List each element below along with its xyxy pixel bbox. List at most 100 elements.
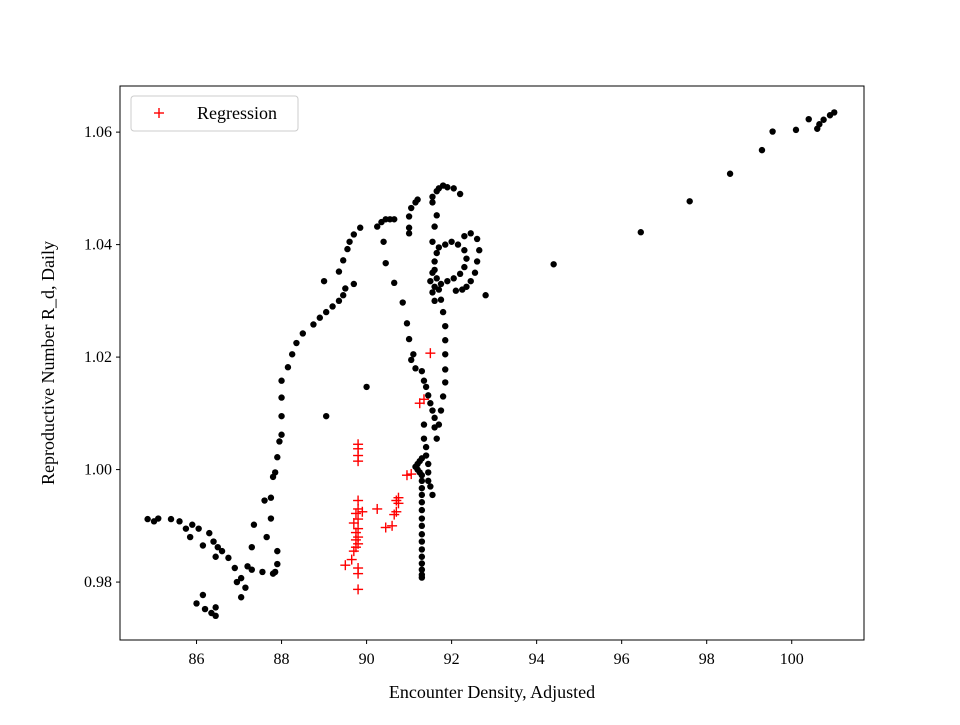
data-point — [418, 506, 426, 514]
data-point — [271, 568, 279, 576]
data-point — [427, 277, 434, 285]
data-point — [382, 259, 389, 267]
data-point — [374, 223, 381, 230]
data-point — [726, 170, 734, 177]
data-point — [176, 518, 183, 525]
data-point — [186, 533, 194, 541]
data-point — [293, 339, 300, 347]
data-point — [431, 414, 438, 422]
regression-point — [353, 523, 364, 534]
data-point — [831, 109, 838, 116]
data-point — [429, 491, 436, 499]
data-point — [201, 605, 209, 613]
regression-point — [425, 348, 436, 359]
data-point — [418, 484, 426, 492]
data-point — [391, 216, 398, 223]
data-point — [278, 377, 285, 384]
data-point — [199, 591, 207, 599]
data-point — [237, 594, 245, 601]
data-point — [433, 249, 440, 257]
data-point — [350, 280, 358, 288]
data-point — [412, 365, 419, 372]
x-tick-label: 90 — [359, 651, 375, 668]
data-point — [463, 283, 470, 290]
y-tick-label: 1.06 — [84, 124, 112, 141]
data-point — [278, 394, 285, 401]
data-point — [261, 497, 268, 504]
data-point — [473, 235, 481, 243]
data-point — [439, 308, 447, 316]
legend-marker-regression — [154, 108, 164, 118]
data-point — [452, 287, 460, 294]
data-point — [473, 258, 481, 265]
regression-point — [393, 492, 404, 503]
data-point — [456, 270, 464, 278]
x-tick-label: 92 — [444, 651, 460, 668]
data-point — [214, 543, 221, 551]
data-point — [448, 238, 455, 245]
regression-point — [391, 506, 402, 517]
data-point — [340, 292, 347, 299]
data-point — [329, 303, 336, 310]
data-point — [482, 292, 489, 299]
data-point — [212, 553, 219, 560]
data-point — [288, 351, 296, 358]
data-point — [320, 277, 328, 285]
data-point — [450, 185, 457, 192]
data-point — [442, 322, 449, 330]
data-point — [155, 515, 162, 522]
data-point — [322, 412, 330, 420]
data-point — [686, 198, 693, 205]
data-point — [399, 299, 406, 306]
data-point — [435, 421, 443, 428]
regression-point — [346, 554, 357, 565]
regression-point — [353, 532, 364, 543]
data-point — [422, 443, 430, 451]
data-point — [274, 454, 281, 461]
data-point — [461, 263, 468, 271]
data-point — [435, 244, 443, 251]
data-point — [758, 146, 766, 154]
data-point — [425, 469, 432, 476]
data-point — [437, 407, 445, 414]
data-point — [427, 483, 434, 490]
data-point — [259, 568, 266, 576]
data-point — [433, 435, 440, 442]
data-point — [263, 533, 270, 541]
data-point — [463, 255, 470, 262]
data-point — [418, 531, 426, 538]
regression-point — [350, 508, 361, 519]
data-point — [189, 521, 196, 528]
data-point — [420, 421, 428, 428]
data-point — [248, 543, 255, 551]
data-point — [276, 438, 283, 445]
data-point — [342, 285, 349, 292]
regression-point — [353, 584, 364, 595]
data-point — [429, 407, 436, 414]
data-point — [429, 289, 436, 296]
data-point — [467, 230, 474, 237]
data-point — [346, 238, 353, 245]
regression-point — [380, 522, 391, 533]
data-point — [422, 383, 430, 391]
data-point — [476, 247, 483, 254]
data-point — [233, 578, 241, 586]
data-point — [231, 564, 238, 572]
data-point — [274, 560, 281, 568]
data-point — [335, 297, 343, 305]
data-point — [199, 542, 207, 549]
data-point — [425, 460, 432, 468]
data-point — [442, 366, 449, 373]
data-point — [206, 529, 213, 537]
data-point — [550, 261, 557, 268]
x-tick-label: 94 — [529, 651, 545, 668]
data-point — [420, 435, 428, 442]
legend-box — [130, 95, 299, 132]
data-point — [250, 521, 258, 528]
regression-point — [401, 470, 412, 481]
data-point — [403, 320, 411, 327]
data-point — [471, 269, 479, 276]
x-tick-label: 86 — [189, 651, 205, 668]
data-point — [433, 212, 440, 219]
